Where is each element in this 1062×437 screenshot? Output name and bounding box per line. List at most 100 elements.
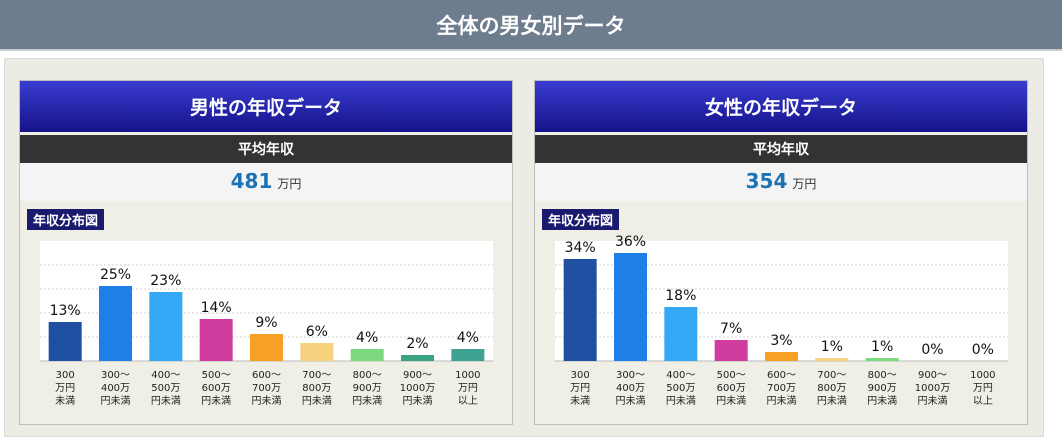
female-bar-value-label: 1% <box>871 339 893 355</box>
male-bar <box>451 349 485 361</box>
male-category-label: 以上 <box>458 395 478 407</box>
male-avg-row: 481 万円 <box>20 163 512 201</box>
male-category-label: 300〜 <box>101 370 130 381</box>
male-dist-label: 年収分布図 <box>27 209 105 230</box>
male-bar-value-label: 14% <box>201 300 232 316</box>
male-category-label: 1000 <box>455 370 480 381</box>
female-bar-value-label: 3% <box>770 333 792 349</box>
female-category-label: 900〜 <box>918 370 947 381</box>
female-category-label: 500〜 <box>717 370 746 381</box>
male-bar <box>149 292 183 361</box>
female-bar-value-label: 7% <box>720 321 742 337</box>
male-avg-label: 平均年収 <box>20 135 512 163</box>
female-category-label: 万円 <box>570 383 590 394</box>
male-category-label: 円未満 <box>101 395 131 407</box>
female-category-label: 700万 <box>767 383 796 394</box>
male-bar <box>250 334 283 361</box>
female-panel-title: 女性の年収データ <box>535 81 1027 132</box>
header-divider <box>0 49 1062 51</box>
male-category-label: 円未満 <box>403 395 433 407</box>
male-category-label: 600〜 <box>252 370 281 381</box>
male-category-label: 万円 <box>55 383 75 394</box>
male-category-label: 900万 <box>353 383 382 394</box>
female-avg-value: 354 <box>745 169 788 193</box>
male-bar <box>300 343 334 361</box>
female-category-label: 400万 <box>616 383 645 394</box>
male-bar <box>99 286 132 361</box>
female-avg-row: 354 万円 <box>535 163 1027 201</box>
male-category-label: 800〜 <box>353 370 382 381</box>
male-category-label: 600万 <box>202 383 231 394</box>
female-bar-value-label: 0% <box>921 342 943 358</box>
male-avg-unit: 万円 <box>277 177 302 191</box>
female-category-label: 800万 <box>817 383 846 394</box>
female-bar-value-label: 18% <box>665 288 696 304</box>
female-category-label: 1000万 <box>915 383 950 394</box>
male-category-label: 円未満 <box>151 395 181 407</box>
male-bar-value-label: 4% <box>356 330 378 346</box>
female-bar <box>714 340 748 361</box>
female-category-label: 円未満 <box>918 395 948 407</box>
male-category-label: 800万 <box>302 383 331 394</box>
female-category-label: 1000 <box>970 370 995 381</box>
female-category-label: 800〜 <box>868 370 897 381</box>
male-category-label: 円未満 <box>352 395 382 407</box>
page-title: 全体の男女別データ <box>436 13 626 38</box>
female-income-panel: 女性の年収データ 平均年収 354 万円 年収分布図 34% 300 万円 未満 36%… <box>534 80 1028 425</box>
female-category-label: 300〜 <box>616 370 645 381</box>
female-bar-value-label: 0% <box>972 342 994 358</box>
male-category-label: 400万 <box>101 383 130 394</box>
female-category-label: 円未満 <box>817 395 847 407</box>
male-avg-value: 481 <box>230 169 273 193</box>
male-bar-value-label: 13% <box>50 303 81 319</box>
male-category-label: 円未満 <box>252 395 282 407</box>
female-category-label: 500万 <box>666 383 695 394</box>
female-category-label: 900万 <box>868 383 897 394</box>
female-category-label: 400〜 <box>666 370 695 381</box>
female-category-label: 以上 <box>973 395 993 407</box>
female-category-label: 700〜 <box>817 370 846 381</box>
male-category-label: 500〜 <box>202 370 231 381</box>
female-bar-value-label: 1% <box>821 339 843 355</box>
female-bar-value-label: 34% <box>565 240 596 256</box>
female-dist-label: 年収分布図 <box>542 209 620 230</box>
female-category-label: 300 <box>571 370 590 381</box>
male-category-label: 万円 <box>458 383 478 394</box>
female-bar <box>664 307 698 361</box>
female-category-label: 万円 <box>973 383 993 394</box>
female-bar <box>563 259 597 361</box>
male-bar <box>199 319 233 361</box>
male-panel-title: 男性の年収データ <box>20 81 512 132</box>
male-category-label: 900〜 <box>403 370 432 381</box>
male-category-label: 円未満 <box>201 395 231 407</box>
male-bar-value-label: 23% <box>150 273 181 289</box>
female-category-label: 600万 <box>717 383 746 394</box>
male-income-panel: 男性の年収データ 平均年収 481 万円 年収分布図 13% 300 万円 未満 25%… <box>19 80 513 425</box>
male-category-label: 500万 <box>151 383 180 394</box>
male-bar-value-label: 9% <box>255 315 277 331</box>
female-category-label: 円未満 <box>666 395 696 407</box>
male-category-label: 1000万 <box>400 383 435 394</box>
female-avg-unit: 万円 <box>792 177 817 191</box>
female-bar <box>815 358 849 361</box>
male-category-label: 400〜 <box>151 370 180 381</box>
male-bar <box>48 322 82 361</box>
female-category-label: 未満 <box>570 395 590 407</box>
female-category-label: 600〜 <box>767 370 796 381</box>
male-category-label: 円未満 <box>302 395 332 407</box>
female-bar <box>765 352 798 361</box>
female-category-label: 円未満 <box>867 395 897 407</box>
page-header: 全体の男女別データ <box>0 0 1062 49</box>
male-bar-value-label: 6% <box>306 324 328 340</box>
female-category-label: 円未満 <box>767 395 797 407</box>
female-avg-label: 平均年収 <box>535 135 1027 163</box>
male-bar-value-label: 25% <box>100 267 131 283</box>
female-category-label: 円未満 <box>616 395 646 407</box>
male-category-label: 300 <box>56 370 75 381</box>
male-bar-value-label: 4% <box>457 330 479 346</box>
male-category-label: 700万 <box>252 383 281 394</box>
male-bar <box>401 355 434 361</box>
female-bar-value-label: 36% <box>615 234 646 250</box>
female-category-label: 円未満 <box>716 395 746 407</box>
